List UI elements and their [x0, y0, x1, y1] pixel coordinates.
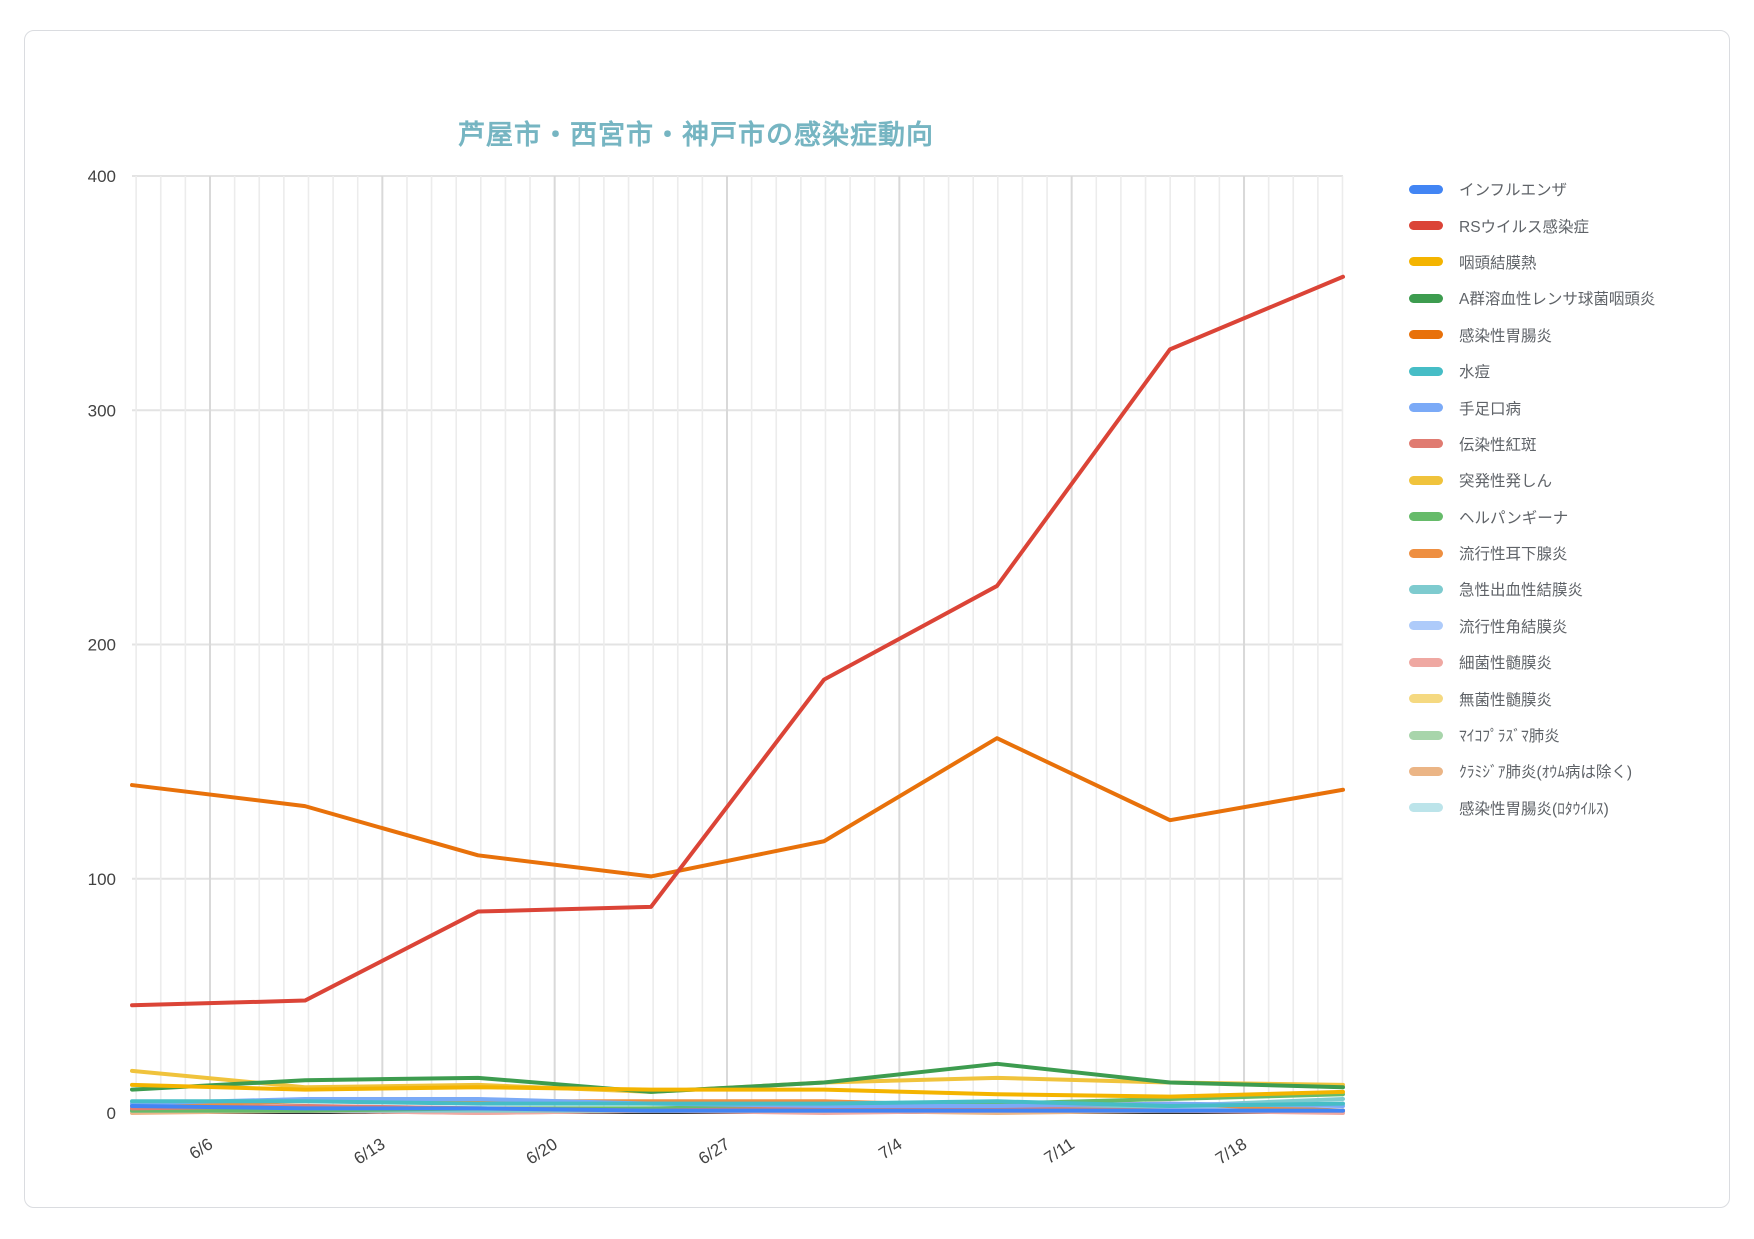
x-tick-label: 7/4	[875, 1134, 905, 1163]
x-tick-label: 6/6	[186, 1134, 216, 1163]
legend-label: ｸﾗﾐｼﾞｱ肺炎(ｵｳﾑ病は除く)	[1459, 764, 1633, 782]
series-line	[130, 1099, 1345, 1108]
legend-color-swatch	[1409, 584, 1443, 594]
legend-label: RSウイルス感染症	[1459, 218, 1590, 236]
legend-item[interactable]: 感染性胃腸炎	[1409, 317, 1729, 353]
legend-color-swatch	[1409, 694, 1443, 704]
legend-color-swatch	[1409, 730, 1443, 740]
legend-color-swatch	[1409, 221, 1443, 231]
legend-item[interactable]: A群溶血性レンサ球菌咽頭炎	[1409, 280, 1729, 316]
legend-item[interactable]: 水痘	[1409, 353, 1729, 389]
legend-item[interactable]: 感染性胃腸炎(ﾛﾀｳｲﾙｽ)	[1409, 790, 1729, 826]
x-tick-label: 7/18	[1212, 1134, 1250, 1168]
series-line	[130, 1061, 1345, 1094]
legend-label: 細菌性髄膜炎	[1459, 655, 1553, 673]
legend-label: ﾏｲｺﾌﾟﾗｽﾞﾏ肺炎	[1459, 728, 1560, 746]
legend-label: 急性出血性結膜炎	[1459, 582, 1584, 600]
legend-label: 突発性発しん	[1459, 473, 1553, 491]
legend-item[interactable]: 流行性耳下腺炎	[1409, 535, 1729, 571]
y-tick-label: 300	[88, 401, 116, 420]
legend-label: A群溶血性レンサ球菌咽頭炎	[1459, 291, 1656, 309]
y-tick-label: 0	[107, 1104, 116, 1123]
legend-item[interactable]: 急性出血性結膜炎	[1409, 571, 1729, 607]
legend-color-swatch	[1409, 475, 1443, 485]
legend-item[interactable]: 無菌性髄膜炎	[1409, 680, 1729, 716]
legend-label: 伝染性紅斑	[1459, 436, 1537, 454]
legend-color-swatch	[1409, 330, 1443, 340]
legend-label: 咽頭結膜熱	[1459, 254, 1537, 272]
legend-color-swatch	[1409, 293, 1443, 303]
legend-color-swatch	[1409, 621, 1443, 631]
horizontal-gridlines	[132, 175, 1343, 880]
legend-item[interactable]: ヘルパンギーナ	[1409, 499, 1729, 535]
y-tick-label: 200	[88, 636, 116, 655]
y-tick-label: 400	[88, 167, 116, 186]
legend-color-swatch	[1409, 548, 1443, 558]
legend-color-swatch	[1409, 439, 1443, 449]
x-tick-label: 6/27	[695, 1134, 733, 1168]
legend-item[interactable]: ﾏｲｺﾌﾟﾗｽﾞﾏ肺炎	[1409, 717, 1729, 753]
legend-item[interactable]: 流行性角結膜炎	[1409, 608, 1729, 644]
legend-label: 水痘	[1459, 364, 1491, 382]
series-line	[130, 1103, 1345, 1113]
legend-color-swatch	[1409, 257, 1443, 267]
legend-item[interactable]: 咽頭結膜熱	[1409, 244, 1729, 280]
legend-item[interactable]: インフルエンザ	[1409, 171, 1729, 207]
legend-label: 流行性耳下腺炎	[1459, 546, 1568, 564]
x-tick-label: 6/13	[350, 1134, 388, 1168]
legend-label: 手足口病	[1459, 400, 1522, 418]
series-line	[130, 274, 1345, 1008]
legend-item[interactable]: 手足口病	[1409, 389, 1729, 425]
series-line	[130, 1082, 1345, 1099]
legend-item[interactable]: 伝染性紅斑	[1409, 426, 1729, 462]
x-tick-label: 7/11	[1041, 1134, 1078, 1167]
line-chart-plot-area: 0 100 200 300 400 6/6 6/13 6/20 6/27 7/4 7/11 7/18	[88, 167, 1345, 1168]
legend-item[interactable]: 突発性発しん	[1409, 462, 1729, 498]
legend-color-swatch	[1409, 512, 1443, 522]
legend-color-swatch	[1409, 657, 1443, 667]
x-tick-label: 6/20	[523, 1134, 561, 1168]
legend-item[interactable]: 細菌性髄膜炎	[1409, 644, 1729, 680]
y-tick-label: 100	[88, 870, 116, 889]
legend-item[interactable]: RSウイルス感染症	[1409, 207, 1729, 243]
series-line	[130, 736, 1345, 879]
data-series-lines	[130, 274, 1345, 1115]
legend-label: 感染性胃腸炎	[1459, 327, 1553, 345]
vertical-gridlines	[135, 176, 1344, 1113]
legend-label: ヘルパンギーナ	[1459, 509, 1569, 527]
legend-item[interactable]: ｸﾗﾐｼﾞｱ肺炎(ｵｳﾑ病は除く)	[1409, 753, 1729, 789]
legend-color-swatch	[1409, 403, 1443, 413]
legend-color-swatch	[1409, 766, 1443, 776]
legend-color-swatch	[1409, 366, 1443, 376]
x-axis-tick-labels: 6/6 6/13 6/20 6/27 7/4 7/11 7/18	[186, 1134, 1250, 1168]
chart-legend: インフルエンザ RSウイルス感染症 咽頭結膜熱 A群溶血性レンサ球菌咽頭炎 感染性胃腸炎…	[1409, 171, 1729, 826]
y-axis-tick-labels: 0 100 200 300 400	[88, 167, 116, 1123]
chart-card: 芦屋市・西宮市・神戸市の感染症動向 0 100 200 300 400 6/6 6/13 6…	[24, 30, 1730, 1208]
legend-label: 流行性角結膜炎	[1459, 618, 1568, 636]
chart-title: 芦屋市・西宮市・神戸市の感染症動向	[458, 120, 934, 150]
legend-label: インフルエンザ	[1459, 182, 1568, 200]
legend-label: 無菌性髄膜炎	[1459, 691, 1553, 709]
legend-color-swatch	[1409, 184, 1443, 194]
legend-label: 感染性胃腸炎(ﾛﾀｳｲﾙｽ)	[1459, 800, 1609, 818]
legend-color-swatch	[1409, 803, 1443, 813]
